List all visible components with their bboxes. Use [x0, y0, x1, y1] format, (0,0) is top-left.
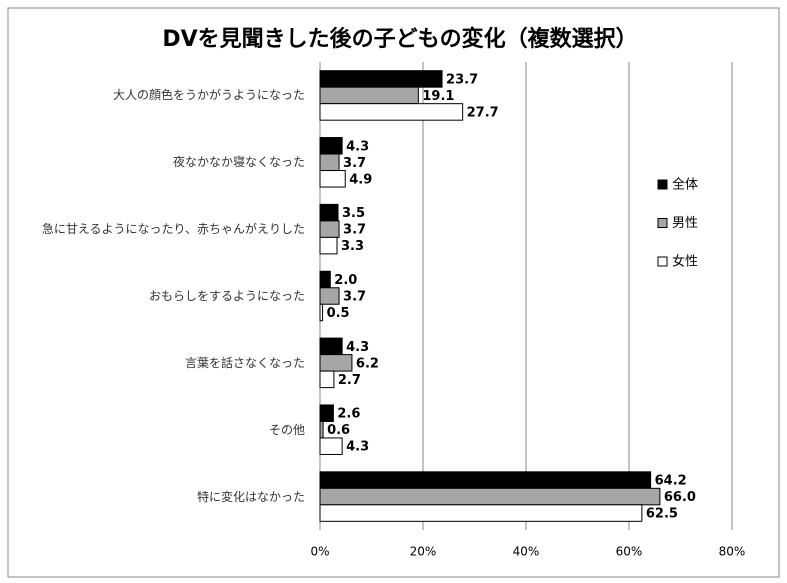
value-label: 4.3 — [346, 340, 369, 355]
value-label: 3.7 — [343, 223, 366, 238]
value-label: 3.5 — [342, 206, 365, 221]
value-label: 66.0 — [664, 490, 696, 505]
bar — [319, 420, 324, 439]
value-label: 0.6 — [327, 423, 350, 438]
bar — [319, 203, 339, 222]
legend-label: 全体 — [672, 177, 698, 193]
bar — [319, 487, 661, 506]
bar — [319, 471, 652, 489]
bar — [319, 103, 464, 121]
value-label: 3.7 — [343, 290, 366, 305]
legend-swatch — [657, 256, 668, 267]
value-label: 2.6 — [337, 407, 360, 422]
y-tick-label: 言葉を話さなくなった — [184, 355, 305, 370]
x-tick-label: 40% — [513, 545, 540, 559]
bar — [319, 287, 340, 305]
value-label: 19.1 — [422, 89, 454, 104]
value-label: 4.3 — [346, 440, 369, 455]
y-tick-label: 特に変化はなかった — [196, 489, 305, 504]
legend-label: 女性 — [672, 254, 698, 270]
bar — [319, 337, 343, 356]
bar — [319, 303, 324, 322]
value-label: 6.2 — [356, 356, 379, 371]
bar — [319, 270, 331, 289]
y-tick-label: 大人の顔色をうかがうようになった — [112, 88, 305, 103]
value-label: 4.9 — [349, 172, 372, 187]
value-label: 27.7 — [467, 105, 499, 120]
bar — [319, 236, 338, 255]
value-label: 3.3 — [341, 239, 364, 254]
y-tick-label: その他 — [268, 422, 305, 437]
bar — [319, 70, 443, 88]
value-label: 4.3 — [346, 139, 369, 154]
bar — [319, 170, 346, 188]
bar — [319, 137, 343, 155]
bar — [319, 437, 343, 455]
bar — [319, 153, 340, 172]
value-label: 62.5 — [646, 507, 678, 522]
bar — [319, 220, 340, 238]
x-tick-label: 0% — [310, 545, 329, 559]
chart-title: DVを見聞きした後の子どもの変化（複数選択） — [162, 26, 637, 52]
y-tick-label: おもらしをするようになった — [148, 289, 305, 303]
legend-swatch — [657, 218, 668, 228]
bar — [319, 504, 643, 522]
x-tick-label: 60% — [616, 545, 643, 559]
bar — [319, 354, 353, 372]
y-tick-label: 急に甘えるようになったり、赤ちゃんがえりした — [41, 222, 305, 237]
bar — [319, 86, 419, 105]
value-label: 64.2 — [655, 474, 687, 489]
value-label: 0.5 — [327, 306, 350, 321]
value-label: 23.7 — [446, 72, 478, 87]
x-tick-label: 80% — [719, 545, 746, 559]
legend-label: 男性 — [672, 216, 698, 231]
value-label: 2.7 — [338, 373, 361, 388]
x-tick-label: 20% — [410, 545, 437, 559]
y-tick-label: 夜なかなか寝なくなった — [172, 155, 305, 170]
legend-swatch — [657, 179, 668, 190]
value-label: 2.0 — [334, 273, 357, 288]
bar — [319, 370, 335, 389]
bar — [319, 404, 334, 422]
value-label: 3.7 — [343, 156, 366, 171]
